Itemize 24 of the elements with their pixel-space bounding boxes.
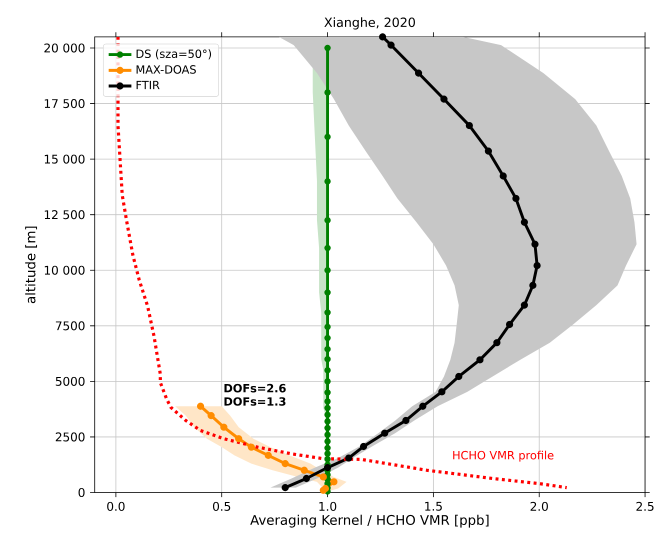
chart-title: Xianghe, 2020 (324, 17, 415, 30)
x-tick-label: 0.5 (212, 502, 230, 511)
y-tick-label: 5000 (56, 376, 85, 386)
y-tick-label: 20 000 (44, 43, 85, 52)
y-axis-title: altitude [m] (25, 226, 38, 303)
y-tick-label: 10 000 (44, 266, 85, 275)
x-tick-label: 1.5 (425, 502, 442, 511)
x-tick-label: 2.5 (636, 502, 654, 511)
y-tick-label: 7500 (56, 321, 85, 330)
legend-label: MAX-DOAS (136, 65, 196, 74)
series-label: HCHO VMR profile (453, 450, 554, 462)
annotation: DOFs=2.6 (224, 384, 286, 392)
legend-label: FTIR (136, 80, 160, 89)
x-tick-label: 0.0 (107, 502, 125, 511)
y-tick-label: 2500 (56, 432, 85, 442)
y-tick-label: 0 (78, 488, 85, 497)
y-tick-label: 15 000 (44, 154, 85, 164)
y-tick-label: 17 500 (44, 98, 85, 108)
legend-label: DS (sza=50°) (136, 49, 212, 60)
x-tick-label: 2.0 (530, 502, 548, 511)
y-tick-label: 12 500 (44, 210, 85, 220)
annotation: DOFs=1.3 (224, 397, 286, 406)
x-tick-label: 1.0 (319, 502, 336, 511)
x-axis-title: Averaging Kernel / HCHO VMR [ppb] (250, 514, 489, 528)
